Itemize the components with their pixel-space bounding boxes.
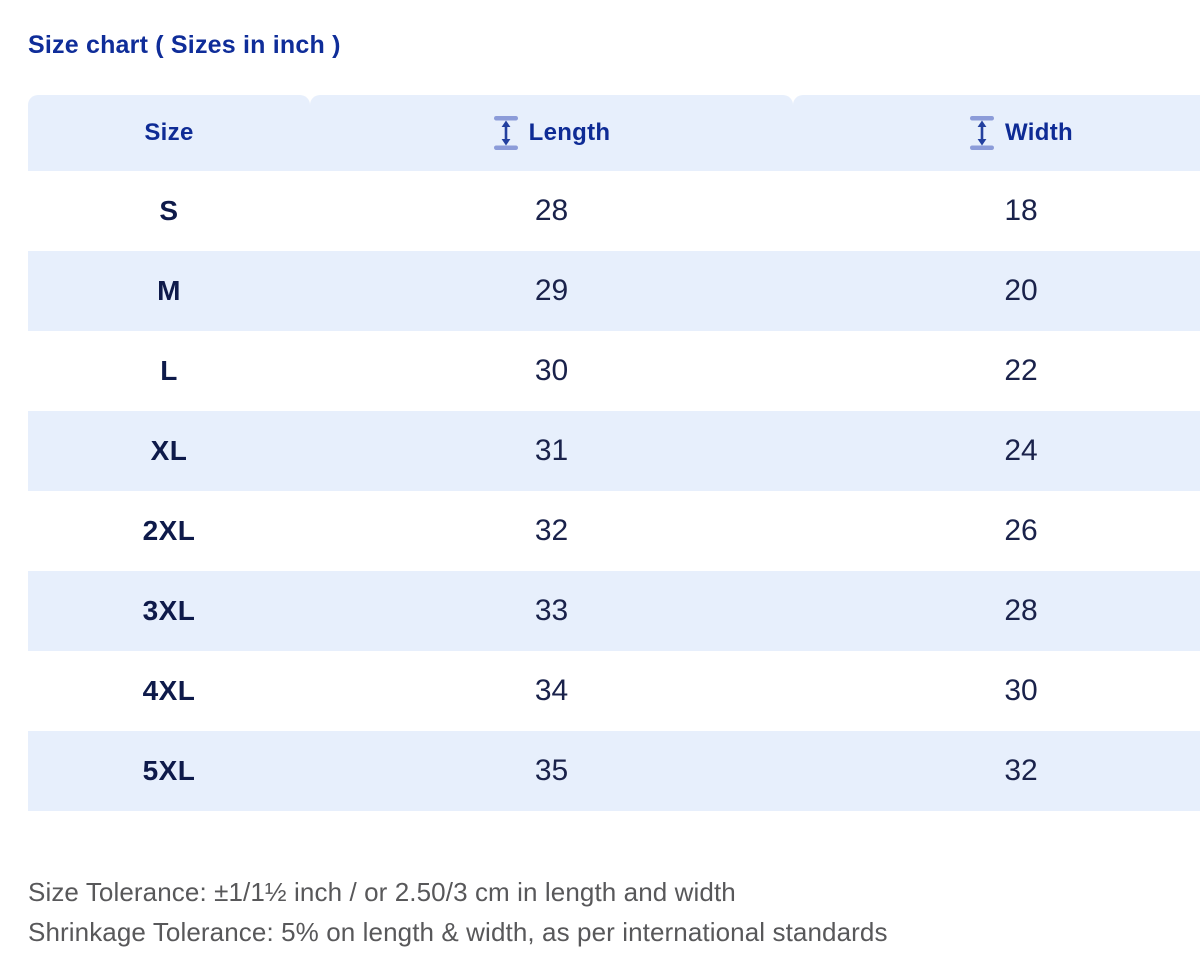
table-row: 2XL 32 26 [28,491,1200,571]
length-cell: 32 [310,491,793,571]
length-cell: 35 [310,731,793,811]
column-header-size: Size [28,95,310,171]
table-row: M 29 20 [28,251,1200,331]
table-row: 3XL 33 28 [28,571,1200,651]
column-header-width: Width [793,95,1200,171]
width-cell: 18 [793,171,1200,251]
size-cell: 2XL [28,491,310,571]
column-header-length-label: Length [528,119,611,146]
width-cell: 24 [793,411,1200,491]
width-cell: 30 [793,651,1200,731]
size-tolerance-note: Size Tolerance: ±1/1½ inch / or 2.50/3 c… [28,877,736,907]
table-header-row: Size Length [28,95,1200,171]
length-cell: 28 [310,171,793,251]
column-header-size-label: Size [144,119,194,146]
column-header-length: Length [310,95,793,171]
size-cell: M [28,251,310,331]
size-cell: 3XL [28,571,310,651]
column-header-width-label: Width [1005,119,1073,146]
size-table-viewport: Size Length [28,95,1200,811]
length-cell: 29 [310,251,793,331]
table-row: S 28 18 [28,171,1200,251]
table-row: 5XL 35 32 [28,731,1200,811]
table-row: L 30 22 [28,331,1200,411]
width-cell: 32 [793,731,1200,811]
length-cell: 34 [310,651,793,731]
size-table: Size Length [28,95,1200,811]
width-cell: 22 [793,331,1200,411]
size-cell: XL [28,411,310,491]
length-cell: 31 [310,411,793,491]
width-cell: 26 [793,491,1200,571]
table-row: 4XL 34 30 [28,651,1200,731]
width-cell: 28 [793,571,1200,651]
size-cell: S [28,171,310,251]
size-cell: L [28,331,310,411]
length-cell: 33 [310,571,793,651]
tolerance-notes: Size Tolerance: ±1/1½ inch / or 2.50/3 c… [28,872,888,952]
page-title: Size chart ( Sizes in inch ) [28,31,341,59]
width-cell: 20 [793,251,1200,331]
shrinkage-tolerance-note: Shrinkage Tolerance: 5% on length & widt… [28,917,888,947]
vertical-measure-icon [493,116,519,150]
size-cell: 4XL [28,651,310,731]
vertical-measure-icon [969,116,995,150]
length-cell: 30 [310,331,793,411]
size-cell: 5XL [28,731,310,811]
table-body: S 28 18 M 29 20 L 30 22 XL 31 24 2XL 32 … [28,171,1200,811]
table-row: XL 31 24 [28,411,1200,491]
